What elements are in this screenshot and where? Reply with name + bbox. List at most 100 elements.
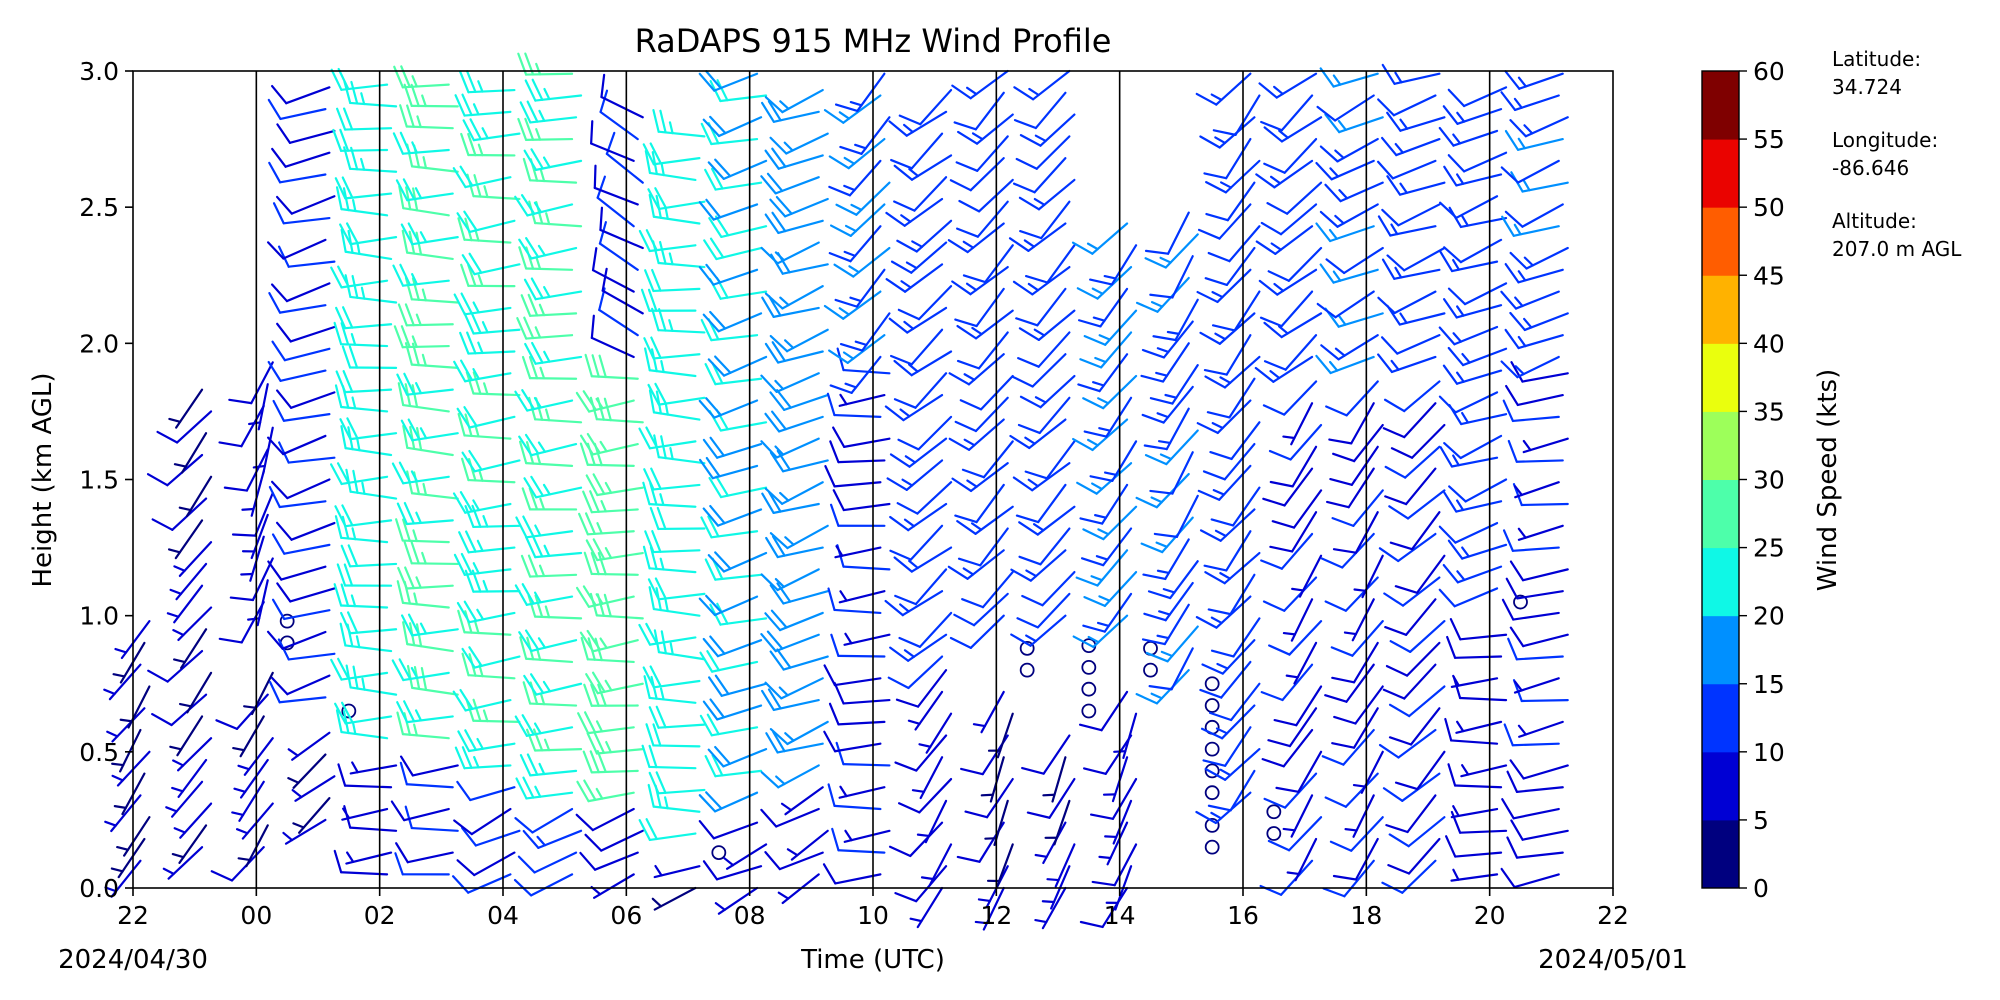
wind-barb xyxy=(1268,620,1323,656)
wind-barb xyxy=(1019,113,1076,147)
calm-marker xyxy=(1266,804,1282,820)
wind-barb xyxy=(1148,647,1194,691)
wind-barb xyxy=(642,142,701,166)
colorbar-tick-label: 35 xyxy=(1753,397,1785,426)
x-tick-label: 12 xyxy=(980,901,1012,930)
wind-barb xyxy=(1447,86,1508,108)
wind-barb xyxy=(172,737,213,772)
wind-barb xyxy=(1501,798,1560,820)
wind-barb xyxy=(714,886,759,915)
wind-barb xyxy=(1329,445,1379,486)
wind-barb xyxy=(1328,402,1375,445)
wind-barb xyxy=(397,382,450,413)
wind-barb xyxy=(703,237,763,261)
wind-barb xyxy=(760,568,820,592)
wind-barb xyxy=(178,475,213,518)
wind-barb xyxy=(103,663,142,701)
wind-barb xyxy=(839,312,891,352)
wind-barb xyxy=(652,108,706,138)
wind-barb xyxy=(399,761,454,789)
wind-barb xyxy=(395,178,454,202)
wind-barb xyxy=(268,291,327,314)
wind-barb xyxy=(1331,707,1379,749)
x-axis-ticks: 22 00 02 04 06 08 10 12 14 16 18 20 22 xyxy=(117,888,1629,930)
wind-barb xyxy=(1144,233,1199,269)
wind-barb xyxy=(1331,489,1384,527)
wind-barb xyxy=(1104,799,1133,845)
calm-marker xyxy=(1081,703,1097,719)
wind-barb xyxy=(1141,385,1194,424)
wind-barb xyxy=(1079,483,1129,525)
wind-barb xyxy=(456,851,516,877)
wind-barb xyxy=(974,886,1005,931)
wind-barb xyxy=(1438,587,1499,608)
wind-barb xyxy=(832,489,891,512)
wind-barb xyxy=(957,527,1009,567)
wind-barb xyxy=(1015,135,1071,170)
wind-barb xyxy=(907,690,944,731)
wind-barb xyxy=(1098,821,1129,866)
wind-barb xyxy=(1513,677,1560,694)
calm-marker xyxy=(1019,640,1035,656)
wind-barb xyxy=(1381,334,1441,355)
wind-barb xyxy=(898,88,953,126)
wind-barb xyxy=(704,167,763,191)
wind-barb xyxy=(1072,418,1129,452)
wind-barb xyxy=(590,314,635,359)
wind-barb xyxy=(1018,178,1076,211)
wind-barb xyxy=(834,72,886,113)
wind-barb xyxy=(949,614,1005,649)
wind-barb xyxy=(523,475,583,499)
wind-barb xyxy=(275,195,336,215)
wind-barb xyxy=(291,775,336,802)
barb-layer xyxy=(103,52,1569,931)
wind-barb xyxy=(1380,136,1441,157)
wind-barb xyxy=(272,399,331,422)
wind-barb xyxy=(828,702,886,726)
wind-barb xyxy=(523,277,583,301)
wind-barb xyxy=(169,715,204,757)
wind-barb xyxy=(461,252,521,276)
wind-barb xyxy=(888,306,948,334)
wind-barb xyxy=(1196,399,1252,435)
wind-barb xyxy=(522,829,583,849)
wind-barb xyxy=(461,652,516,680)
wind-barb xyxy=(1506,770,1564,793)
wind-barb xyxy=(955,135,1009,172)
wind-barb xyxy=(519,753,578,777)
wind-barb xyxy=(523,148,583,171)
wind-barb xyxy=(1322,859,1375,898)
wind-barb xyxy=(1325,246,1384,275)
wind-barb xyxy=(1263,137,1318,174)
wind-barb xyxy=(1149,364,1199,405)
wind-barb xyxy=(1255,225,1314,255)
wind-barb xyxy=(524,78,583,102)
wind-barb xyxy=(760,630,820,653)
calm-marker xyxy=(1204,839,1220,855)
wind-barb xyxy=(886,459,944,491)
wind-barb xyxy=(638,622,697,646)
wind-barb xyxy=(885,197,944,227)
wind-barb xyxy=(521,355,578,380)
wind-barb xyxy=(344,274,398,304)
wind-barb xyxy=(523,673,583,696)
wind-barb xyxy=(1203,530,1252,572)
wind-barb xyxy=(329,462,389,486)
wind-barb xyxy=(1267,246,1323,282)
wind-barb xyxy=(228,361,274,405)
wind-barb xyxy=(339,222,398,246)
wind-barb xyxy=(647,382,706,406)
wind-barb xyxy=(1077,287,1129,328)
wind-barb xyxy=(648,771,706,795)
wind-barb xyxy=(1447,539,1508,560)
wind-barb xyxy=(1021,734,1071,775)
wind-barb xyxy=(1263,772,1318,809)
wind-barb xyxy=(345,468,398,500)
wind-barb xyxy=(1504,203,1564,228)
y-tick-label: 3.0 xyxy=(79,57,119,86)
wind-barb xyxy=(897,415,953,451)
wind-barb xyxy=(525,728,583,752)
wind-barb xyxy=(760,437,820,459)
wind-barb xyxy=(522,157,578,184)
wind-barb xyxy=(282,818,327,845)
